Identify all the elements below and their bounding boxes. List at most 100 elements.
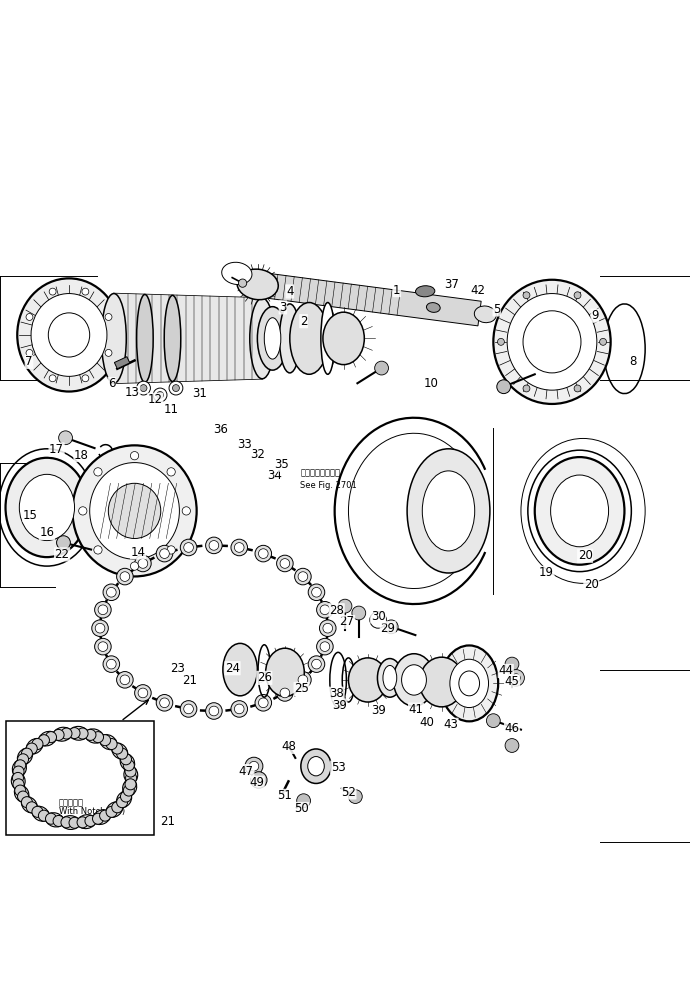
Circle shape	[249, 761, 259, 771]
Circle shape	[46, 813, 57, 825]
Circle shape	[312, 659, 322, 669]
Circle shape	[13, 779, 24, 790]
Ellipse shape	[279, 303, 300, 373]
Circle shape	[124, 760, 135, 771]
Circle shape	[85, 730, 96, 741]
Ellipse shape	[61, 815, 80, 830]
Ellipse shape	[535, 457, 624, 564]
Circle shape	[312, 588, 322, 597]
Ellipse shape	[72, 446, 197, 577]
Ellipse shape	[551, 475, 609, 546]
Circle shape	[280, 688, 290, 698]
Text: 33: 33	[237, 438, 253, 452]
Circle shape	[255, 695, 272, 711]
Ellipse shape	[377, 658, 402, 698]
Circle shape	[277, 555, 293, 572]
Circle shape	[69, 728, 80, 739]
Circle shape	[124, 785, 135, 796]
Circle shape	[497, 339, 504, 346]
Circle shape	[180, 539, 197, 555]
Ellipse shape	[77, 814, 96, 829]
Circle shape	[26, 801, 37, 812]
Circle shape	[39, 735, 50, 746]
Ellipse shape	[106, 801, 123, 817]
Ellipse shape	[440, 645, 498, 722]
Ellipse shape	[120, 754, 135, 771]
Circle shape	[167, 545, 175, 554]
Circle shape	[77, 816, 88, 828]
Circle shape	[69, 817, 80, 829]
Text: 8: 8	[630, 356, 637, 368]
Circle shape	[523, 385, 530, 392]
Circle shape	[21, 748, 32, 759]
Ellipse shape	[393, 654, 435, 707]
Circle shape	[103, 584, 119, 601]
Text: 49: 49	[249, 776, 264, 789]
Ellipse shape	[39, 732, 57, 746]
Circle shape	[319, 620, 336, 636]
Circle shape	[105, 350, 112, 357]
Circle shape	[508, 669, 524, 686]
Circle shape	[106, 659, 116, 669]
Circle shape	[235, 542, 244, 552]
Text: 7: 7	[26, 356, 32, 368]
Circle shape	[117, 671, 133, 688]
Circle shape	[206, 537, 222, 553]
Polygon shape	[247, 271, 481, 326]
Circle shape	[32, 806, 43, 817]
Circle shape	[59, 430, 72, 445]
Circle shape	[280, 558, 290, 569]
Text: 47: 47	[239, 764, 254, 777]
Text: 50: 50	[294, 802, 309, 815]
Circle shape	[308, 656, 325, 672]
Circle shape	[117, 796, 128, 807]
Circle shape	[53, 730, 64, 741]
Ellipse shape	[14, 785, 29, 802]
Circle shape	[82, 288, 89, 295]
Circle shape	[99, 735, 110, 746]
Circle shape	[117, 569, 133, 585]
Ellipse shape	[85, 729, 104, 743]
Ellipse shape	[112, 743, 128, 759]
Text: 41: 41	[408, 704, 424, 716]
Circle shape	[255, 545, 272, 561]
Circle shape	[320, 642, 330, 651]
Circle shape	[298, 675, 308, 684]
Circle shape	[505, 739, 519, 752]
Text: 20: 20	[578, 549, 593, 562]
Circle shape	[39, 810, 50, 822]
Circle shape	[13, 766, 24, 777]
Circle shape	[46, 732, 57, 743]
Circle shape	[21, 796, 32, 807]
Ellipse shape	[223, 643, 257, 696]
Circle shape	[323, 623, 333, 633]
Ellipse shape	[266, 648, 304, 697]
Text: 46: 46	[504, 722, 520, 735]
Circle shape	[206, 703, 222, 720]
Text: 35: 35	[274, 459, 289, 471]
Circle shape	[135, 555, 151, 572]
Ellipse shape	[426, 302, 440, 312]
Circle shape	[497, 380, 511, 393]
Circle shape	[156, 545, 172, 561]
Circle shape	[180, 701, 197, 718]
Bar	[6, 722, 154, 836]
Ellipse shape	[507, 293, 597, 390]
Circle shape	[121, 754, 132, 765]
Text: With Notch (op): With Notch (op)	[59, 806, 125, 815]
Circle shape	[297, 794, 310, 807]
Circle shape	[159, 548, 169, 558]
Ellipse shape	[92, 809, 110, 825]
Circle shape	[317, 602, 333, 618]
Circle shape	[308, 584, 325, 601]
Text: 18: 18	[74, 449, 89, 462]
Text: 45: 45	[504, 674, 520, 687]
Ellipse shape	[474, 306, 496, 323]
Circle shape	[505, 657, 519, 671]
Circle shape	[574, 291, 581, 298]
Ellipse shape	[99, 735, 117, 750]
Circle shape	[32, 739, 43, 750]
Ellipse shape	[301, 749, 331, 783]
Circle shape	[239, 279, 247, 287]
Ellipse shape	[250, 298, 275, 379]
